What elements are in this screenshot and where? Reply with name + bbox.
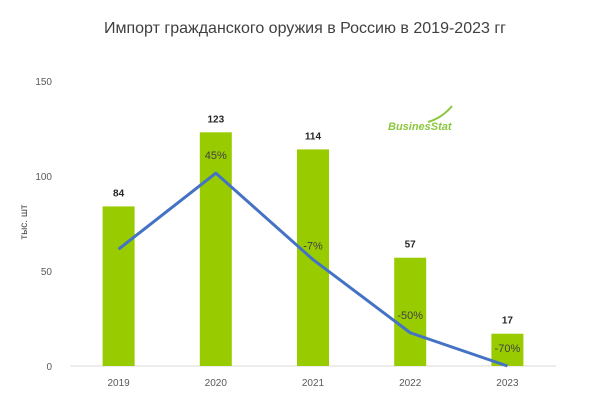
trend-label: 45%: [205, 150, 227, 162]
y-tick-label: 150: [35, 77, 52, 88]
y-axis-label: тыс. шт: [19, 204, 30, 239]
bar-value-labels: 84 123 114 57 17: [113, 114, 513, 326]
trend-label: -7%: [303, 241, 323, 253]
y-tick-label: 50: [41, 267, 53, 278]
bar-2022: [394, 257, 427, 366]
x-tick-label: 2020: [205, 378, 228, 389]
x-tick-label: 2019: [107, 378, 130, 389]
y-axis-ticks: 0 50 100 150: [35, 77, 52, 373]
bar-value-label: 123: [207, 114, 224, 125]
bar-value-label: 17: [502, 316, 514, 327]
bar-value-label: 114: [305, 131, 322, 142]
y-tick-label: 0: [46, 362, 52, 373]
businesstat-logo: BusinesStat: [388, 105, 453, 133]
trend-label: -70%: [495, 343, 521, 355]
bars: [102, 132, 524, 366]
x-tick-label: 2023: [496, 378, 519, 389]
y-tick-label: 100: [35, 172, 52, 183]
x-tick-label: 2021: [302, 378, 325, 389]
logo-swoosh-icon: [427, 105, 453, 123]
trend-line-labels: 45% -7% -50% -70%: [205, 150, 521, 355]
businesstat-logo-text: BusinesStat: [388, 121, 453, 133]
bar-2023: [491, 333, 524, 366]
trend-label: -50%: [397, 310, 423, 322]
bar-value-label: 57: [405, 240, 417, 251]
x-tick-label: 2022: [399, 378, 422, 389]
chart-title: Импорт гражданского оружия в Россию в 20…: [104, 20, 506, 37]
bar-2019: [102, 206, 135, 366]
x-axis-ticks: 2019 2020 2021 2022 2023: [107, 378, 518, 389]
bar-2020: [199, 132, 232, 366]
bar-value-label: 84: [113, 188, 125, 199]
trend-line: [117, 171, 508, 368]
